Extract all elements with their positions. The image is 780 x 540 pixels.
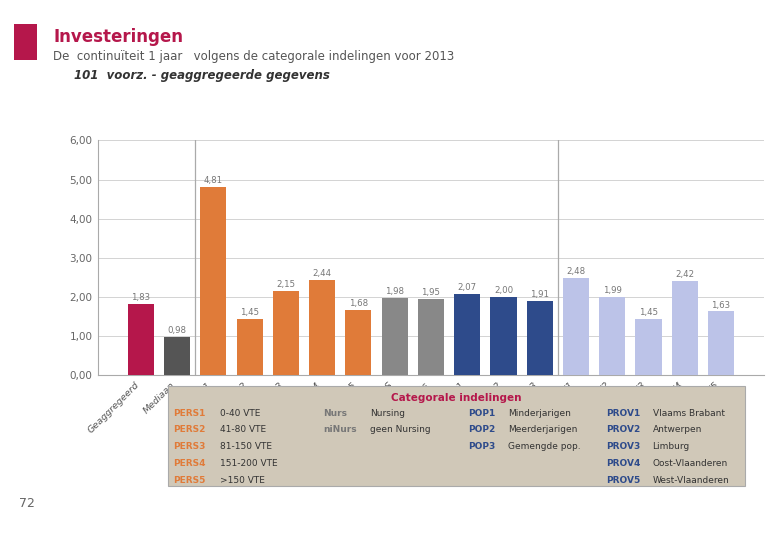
Text: PERS3: PERS3 (173, 442, 206, 451)
Text: De  continuïteit 1 jaar   volgens de categorale indelingen voor 2013: De continuïteit 1 jaar volgens de catego… (53, 50, 454, 63)
Text: POP2: POP2 (468, 425, 495, 434)
Text: 101  voorz. - geaggregeerde gegevens: 101 voorz. - geaggregeerde gegevens (74, 69, 330, 82)
Text: PERS5: PERS5 (173, 476, 206, 485)
Text: 1,98: 1,98 (385, 287, 404, 296)
Bar (599, 298, 626, 375)
Text: 2,00: 2,00 (494, 286, 513, 295)
Text: 41-80 VTE: 41-80 VTE (220, 425, 266, 434)
Bar (708, 312, 734, 375)
Text: 1,45: 1,45 (639, 308, 658, 316)
Text: niNurs: niNurs (324, 425, 357, 434)
Text: 0-40 VTE: 0-40 VTE (220, 409, 260, 418)
FancyBboxPatch shape (168, 386, 745, 486)
Bar (200, 187, 226, 375)
Bar (672, 281, 698, 375)
Bar (491, 297, 516, 375)
Text: Nursing: Nursing (370, 409, 405, 418)
Text: PERS4: PERS4 (173, 459, 206, 468)
Bar (381, 298, 408, 375)
Text: PROV1: PROV1 (606, 409, 640, 418)
Text: 2,15: 2,15 (276, 280, 296, 289)
Bar (563, 278, 589, 375)
Text: POP3: POP3 (468, 442, 495, 451)
Bar (128, 303, 154, 375)
Text: PERS1: PERS1 (173, 409, 206, 418)
Text: Vlaams Brabant: Vlaams Brabant (653, 409, 725, 418)
Text: West-Vlaanderen: West-Vlaanderen (653, 476, 729, 485)
Text: Limburg: Limburg (653, 442, 690, 451)
Text: PROV4: PROV4 (606, 459, 640, 468)
Text: >150 VTE: >150 VTE (220, 476, 264, 485)
Text: Categorale indelingen: Categorale indelingen (391, 393, 522, 403)
Text: PROV2: PROV2 (606, 425, 640, 434)
Text: geen Nursing: geen Nursing (370, 425, 431, 434)
Bar (636, 319, 661, 375)
Text: 4,81: 4,81 (204, 176, 223, 185)
Bar (526, 301, 553, 375)
Bar (454, 294, 480, 375)
Text: 1,99: 1,99 (603, 286, 622, 295)
Text: 151-200 VTE: 151-200 VTE (220, 459, 277, 468)
Bar (164, 337, 190, 375)
Text: 1,45: 1,45 (240, 308, 259, 316)
Text: 2,44: 2,44 (313, 269, 332, 278)
Text: 1,68: 1,68 (349, 299, 368, 308)
Text: Meerderjarigen: Meerderjarigen (509, 425, 578, 434)
Text: 81-150 VTE: 81-150 VTE (220, 442, 271, 451)
Text: Antwerpen: Antwerpen (653, 425, 702, 434)
Text: Nurs: Nurs (324, 409, 348, 418)
Text: 0,98: 0,98 (168, 326, 186, 335)
Bar (346, 309, 371, 375)
Text: PERS2: PERS2 (173, 425, 206, 434)
Text: 72: 72 (20, 496, 35, 510)
Bar (236, 319, 263, 375)
Text: 1,63: 1,63 (711, 301, 731, 309)
Text: 1,91: 1,91 (530, 289, 549, 299)
Bar (273, 291, 299, 375)
Text: Investeringen: Investeringen (53, 28, 183, 46)
Text: 1,95: 1,95 (421, 288, 441, 297)
Text: 2,07: 2,07 (458, 284, 477, 292)
Text: PROV5: PROV5 (606, 476, 640, 485)
Text: Minderjarigen: Minderjarigen (509, 409, 571, 418)
Text: POP1: POP1 (468, 409, 495, 418)
Bar (418, 299, 444, 375)
Text: PROV3: PROV3 (606, 442, 640, 451)
Bar (309, 280, 335, 375)
Text: 2,48: 2,48 (566, 267, 586, 276)
Text: 1,83: 1,83 (131, 293, 151, 302)
Text: Gemengde pop.: Gemengde pop. (509, 442, 581, 451)
Text: 2,42: 2,42 (675, 269, 694, 279)
Text: Oost-Vlaanderen: Oost-Vlaanderen (653, 459, 728, 468)
